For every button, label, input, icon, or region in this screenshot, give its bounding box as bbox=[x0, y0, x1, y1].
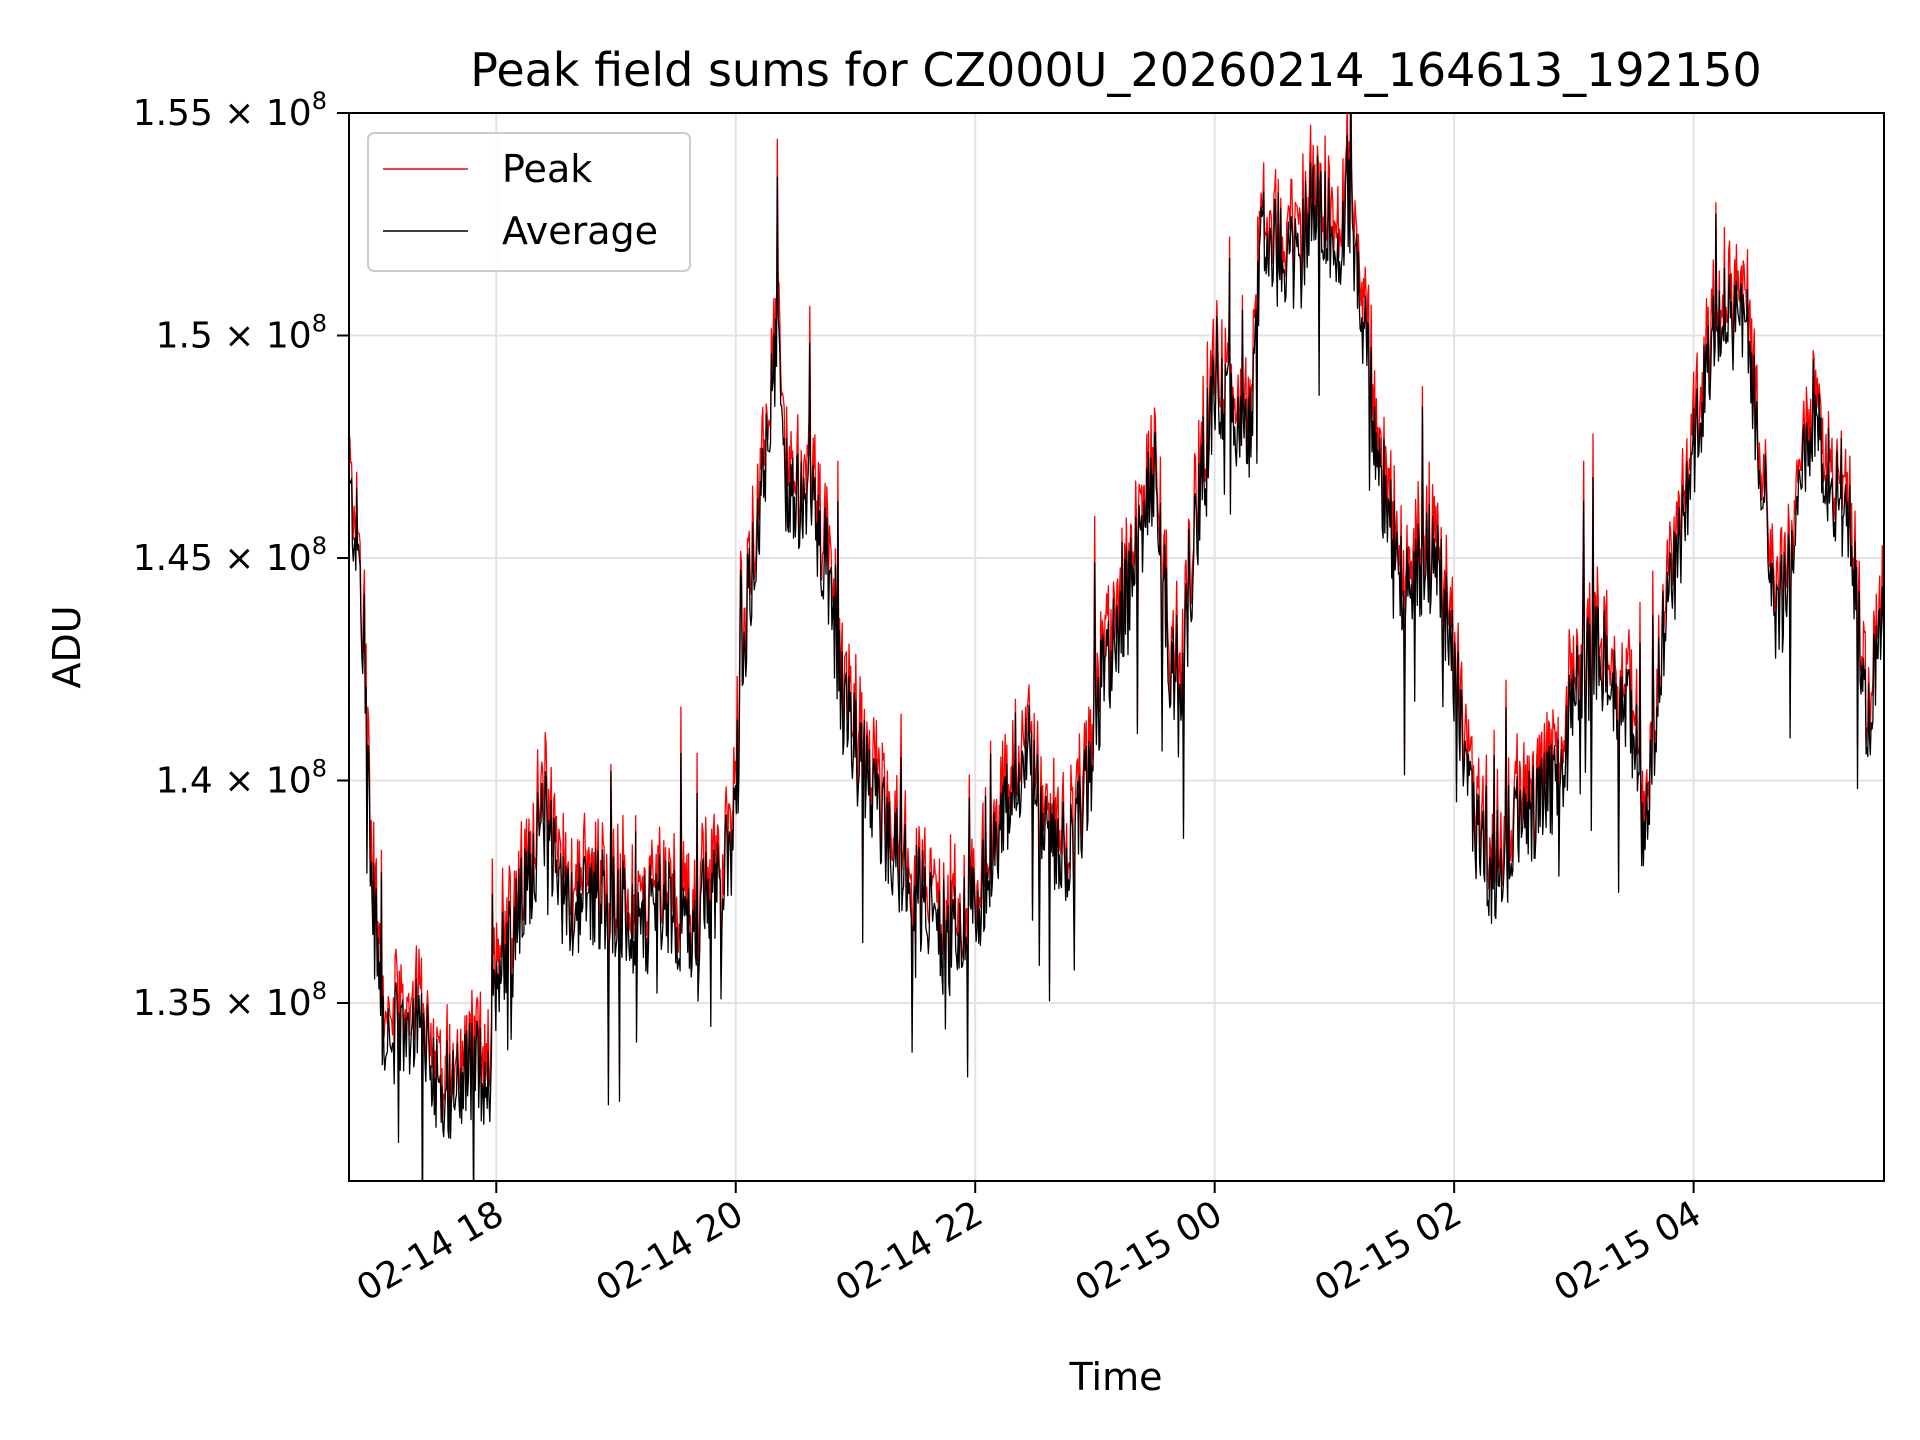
y-tick-mantissa: 1.55 bbox=[133, 93, 213, 134]
y-tick-times: × bbox=[213, 761, 266, 802]
y-tick-times: × bbox=[213, 538, 266, 579]
series-line-average bbox=[349, 113, 1884, 1181]
series-layer bbox=[349, 113, 1884, 1181]
y-tick-base: 10 bbox=[266, 983, 312, 1024]
legend-box bbox=[367, 132, 691, 272]
y-tick-label: 1.4 × 108 bbox=[156, 755, 327, 802]
y-tick-base: 10 bbox=[266, 316, 312, 357]
y-tick-exponent: 8 bbox=[312, 310, 327, 338]
y-tick-exponent: 8 bbox=[312, 532, 327, 560]
legend-label-average: Average bbox=[502, 209, 658, 253]
x-axis-label: Time bbox=[1069, 1355, 1163, 1399]
y-tick-exponent: 8 bbox=[312, 755, 327, 783]
y-tick-mantissa: 1.35 bbox=[133, 983, 213, 1024]
y-tick-exponent: 8 bbox=[312, 977, 327, 1005]
legend-label-peak: Peak bbox=[502, 147, 592, 191]
y-tick-times: × bbox=[213, 93, 266, 134]
y-tick-label: 1.5 × 108 bbox=[156, 310, 327, 357]
chart-title: Peak field sums for CZ000U_20260214_1646… bbox=[470, 43, 1762, 97]
y-tick-exponent: 8 bbox=[312, 87, 327, 115]
y-tick-mantissa: 1.45 bbox=[133, 538, 213, 579]
y-tick-times: × bbox=[213, 983, 266, 1024]
y-tick-times: × bbox=[213, 316, 266, 357]
y-tick-label: 1.55 × 108 bbox=[133, 87, 327, 134]
plot-frame bbox=[348, 112, 1885, 1182]
y-tick-mantissa: 1.4 bbox=[156, 761, 213, 802]
y-tick-label: 1.35 × 108 bbox=[133, 977, 327, 1024]
legend: Peak Average bbox=[367, 132, 691, 272]
y-tick-label: 1.45 × 108 bbox=[133, 532, 327, 579]
y-axis-label: ADU bbox=[45, 605, 89, 688]
y-tick-base: 10 bbox=[266, 538, 312, 579]
y-tick-mantissa: 1.5 bbox=[156, 316, 213, 357]
y-tick-base: 10 bbox=[266, 761, 312, 802]
y-tick-base: 10 bbox=[266, 93, 312, 134]
